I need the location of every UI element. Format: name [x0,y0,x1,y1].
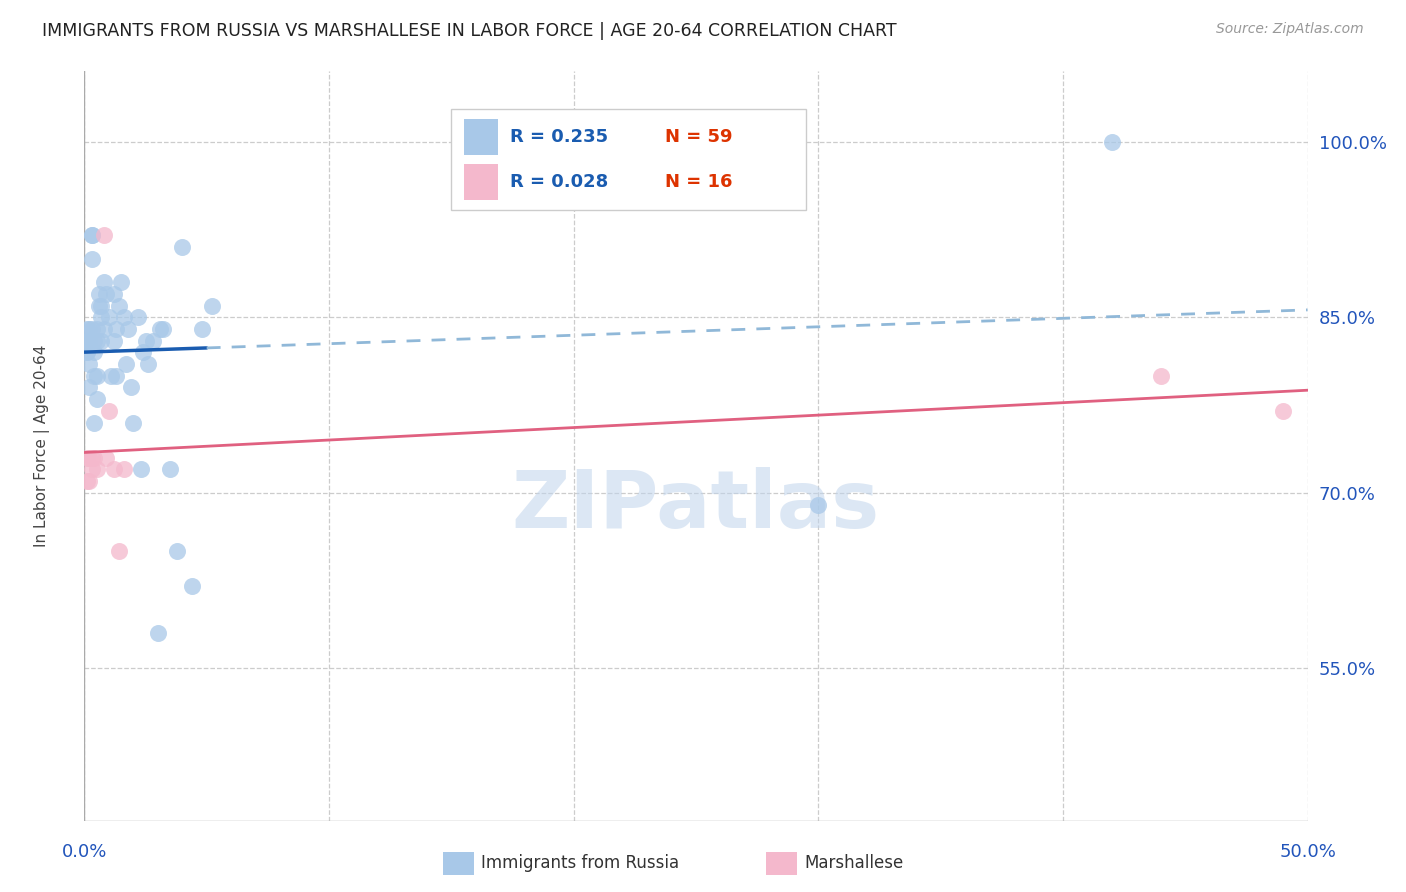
Text: Immigrants from Russia: Immigrants from Russia [481,855,679,872]
Point [105,322,128,336]
Point [107,544,129,558]
Point [77,334,100,348]
Point [86,462,108,476]
Point [129,462,152,476]
Point [105,368,128,383]
Point [77,334,100,348]
Point [103,462,125,476]
Text: N = 59: N = 59 [665,128,733,146]
Point [80,322,103,336]
Point [93,322,115,336]
Point [80,228,103,243]
Text: Marshallese: Marshallese [804,855,904,872]
Point [97,404,120,418]
Point [76,345,98,359]
Point [80,450,103,465]
Point [100,368,122,383]
Point [76,474,98,488]
Point [136,357,159,371]
Point [86,322,108,336]
Point [127,310,149,325]
Point [93,228,115,243]
Point [76,334,98,348]
Point [90,334,112,348]
Text: Source: ZipAtlas.com: Source: ZipAtlas.com [1216,22,1364,37]
Point [191,322,214,336]
Point [1150,368,1173,383]
Text: IMMIGRANTS FROM RUSSIA VS MARSHALLESE IN LABOR FORCE | AGE 20-64 CORRELATION CHA: IMMIGRANTS FROM RUSSIA VS MARSHALLESE IN… [42,22,897,40]
FancyBboxPatch shape [464,120,498,155]
Text: R = 0.235: R = 0.235 [510,128,609,146]
Point [200,299,222,313]
Point [83,345,105,359]
Point [132,345,155,359]
Point [77,357,100,371]
Point [807,498,830,512]
Point [80,252,103,266]
Point [83,450,105,465]
Text: In Labor Force | Age 20-64: In Labor Force | Age 20-64 [34,345,49,547]
Point [122,416,145,430]
Point [80,462,103,476]
Point [90,299,112,313]
Point [97,310,120,325]
FancyBboxPatch shape [464,163,498,200]
Point [77,474,100,488]
Point [110,275,132,289]
Point [87,286,110,301]
Point [76,450,98,465]
Text: 0.0%: 0.0% [62,843,107,861]
Point [117,322,139,336]
Point [103,286,125,301]
Point [142,334,165,348]
Point [93,275,115,289]
FancyBboxPatch shape [451,109,806,210]
Point [96,286,118,301]
Point [112,462,135,476]
Text: 50.0%: 50.0% [1279,843,1336,861]
Point [112,310,135,325]
Text: ZIPatlas: ZIPatlas [512,467,880,545]
Text: R = 0.028: R = 0.028 [510,173,609,191]
Point [115,357,138,371]
Point [172,240,194,254]
Point [166,544,188,558]
Text: N = 16: N = 16 [665,173,733,191]
Point [152,322,174,336]
Point [83,368,105,383]
Point [83,416,105,430]
Point [159,462,181,476]
Point [77,322,100,336]
Point [77,380,100,394]
Point [1101,135,1123,149]
Point [146,626,169,640]
Point [80,228,103,243]
Point [86,392,108,407]
Point [76,322,98,336]
Point [107,299,129,313]
Point [120,380,142,394]
Point [1272,404,1295,418]
Point [96,450,118,465]
Point [103,334,125,348]
Point [149,322,172,336]
Point [76,345,98,359]
Point [86,368,108,383]
Point [77,450,100,465]
Point [181,580,204,594]
Point [90,310,112,325]
Point [83,334,105,348]
Point [135,334,157,348]
Point [86,334,108,348]
Point [87,299,110,313]
